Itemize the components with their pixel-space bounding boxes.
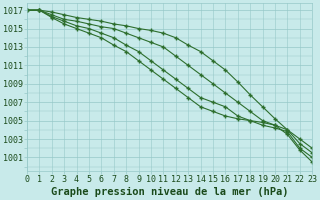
X-axis label: Graphe pression niveau de la mer (hPa): Graphe pression niveau de la mer (hPa) [51, 187, 288, 197]
